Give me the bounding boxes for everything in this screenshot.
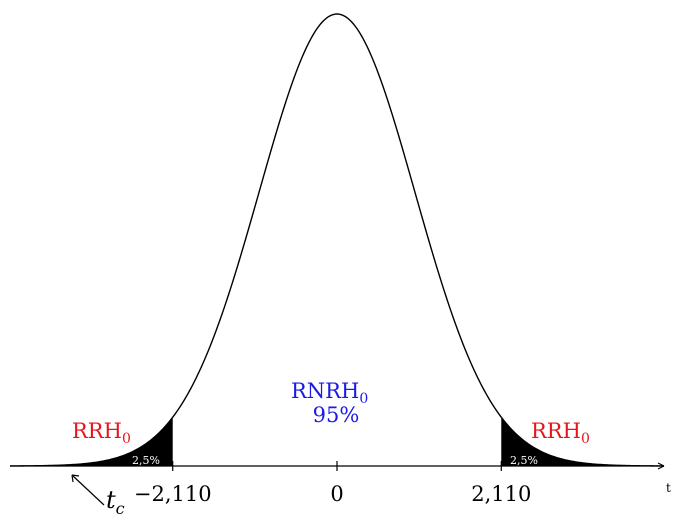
axis-tick-label-2: 2,110 — [471, 482, 531, 506]
axis-end-label: t — [666, 481, 671, 495]
left-tail-fill — [10, 417, 173, 466]
left-tail-percent: 2,5% — [132, 454, 160, 467]
density-curve — [10, 13, 664, 467]
right-tail-fill — [501, 417, 664, 466]
x-axis-arrowhead — [657, 462, 665, 470]
center-accept-label: RNRH0 — [291, 379, 368, 407]
tail-fills — [10, 417, 664, 466]
axis-tick-label-1: 0 — [330, 482, 343, 506]
axis-tick-label-0: −2,110 — [134, 482, 212, 506]
left-reject-label: RRH0 — [72, 419, 131, 447]
right-reject-label: RRH0 — [531, 419, 590, 447]
center-accept-percent: 95% — [313, 403, 360, 427]
critical-value-arrowhead — [71, 474, 80, 483]
right-tail-percent: 2,5% — [510, 454, 538, 467]
critical-value-arrow — [72, 475, 105, 506]
axis-ticks: −2,110 0 2,110 — [134, 461, 531, 506]
critical-value-label: tc — [106, 486, 125, 516]
